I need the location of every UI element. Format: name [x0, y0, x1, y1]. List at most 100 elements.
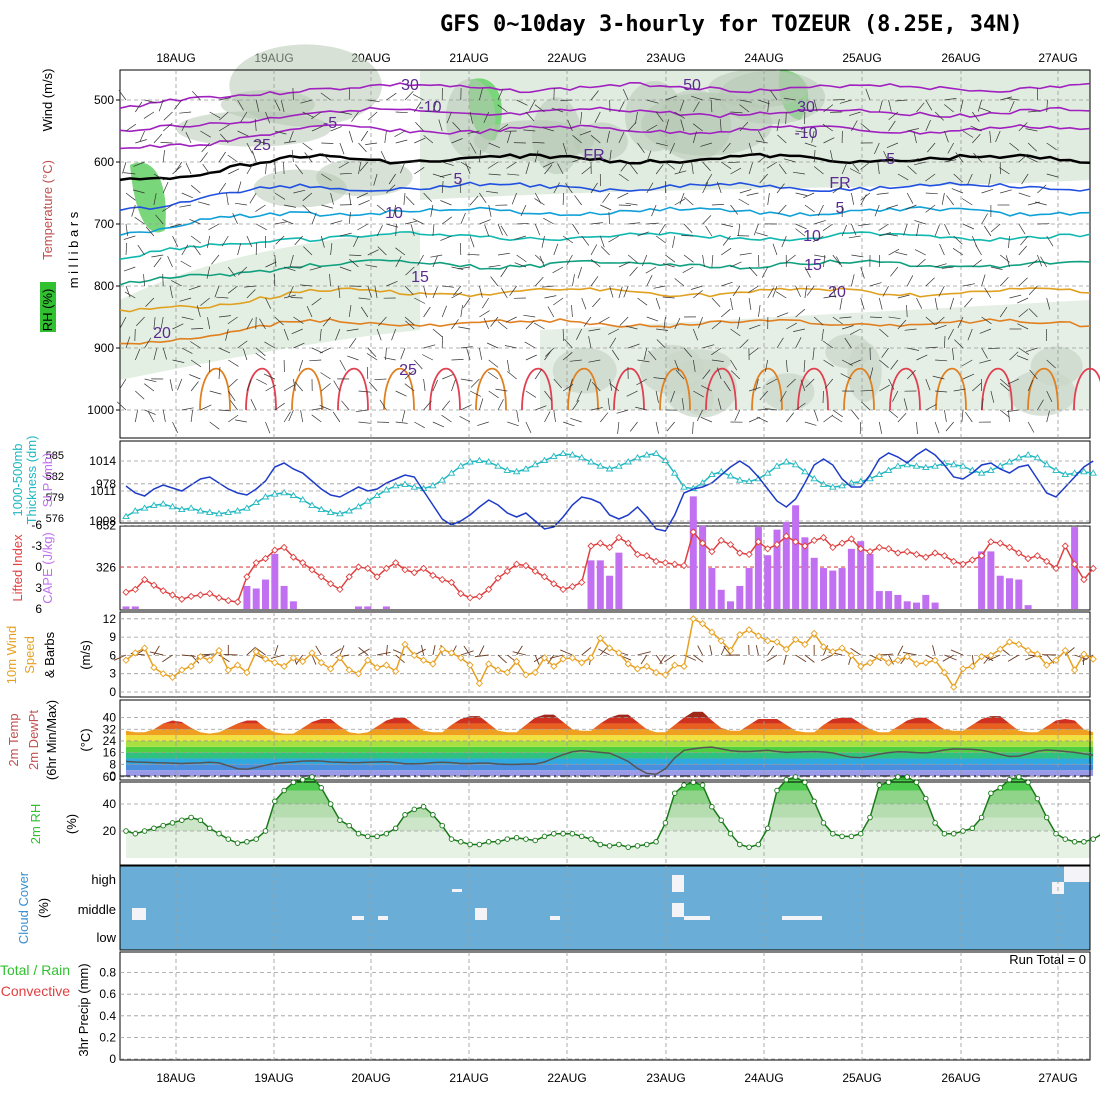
wind-speed-line-point: [168, 673, 177, 681]
wind-speed-line-point: [150, 663, 158, 672]
wind-barb: [627, 254, 638, 263]
wind-barb: [758, 305, 761, 318]
wind-barb: [832, 99, 845, 101]
wind-barb: [181, 347, 193, 354]
wind-barb: [125, 223, 128, 236]
wind-barb: [386, 92, 397, 101]
wind-barb: [438, 119, 443, 132]
wind-barb: [274, 402, 285, 411]
lifted-index-line-point: [903, 547, 911, 556]
thickness-line-point: [503, 466, 512, 473]
wind-barb: [653, 285, 666, 289]
wind-barb: [795, 192, 808, 196]
wind-barb: [551, 107, 564, 113]
wind-barb: [311, 212, 317, 225]
cross-section-tick-label: 1000: [87, 403, 114, 417]
lifted-index-line-point: [1080, 575, 1088, 584]
wind-barb: [990, 390, 995, 403]
rh-shading: [176, 111, 331, 147]
wind-barb: [860, 192, 871, 201]
wind-barb: [208, 223, 220, 231]
surface-wind-barb: [767, 645, 775, 656]
lifted-tick-label: 0: [35, 560, 42, 574]
wind-barb: [339, 359, 347, 371]
wind-barb: [925, 277, 935, 287]
wind-barb: [200, 404, 212, 411]
surface-wind-barb: [246, 646, 256, 656]
wind-barb: [972, 111, 980, 122]
lifted-index-line-point: [708, 547, 716, 556]
wind-barb: [776, 183, 785, 194]
rh-line-point: [458, 839, 464, 845]
wind-barb: [590, 259, 601, 268]
wind-barb: [524, 341, 536, 349]
lifted-index-line-point: [503, 567, 511, 575]
wind-speed-line-point: [717, 637, 725, 645]
wind-label-2: Speed: [22, 636, 37, 674]
thickness-line-point: [475, 456, 484, 464]
wind-barb: [423, 192, 433, 203]
wind-barb: [907, 128, 919, 132]
wind-barb: [913, 131, 917, 144]
wind-barb: [851, 161, 860, 172]
wind-barb: [590, 222, 603, 225]
cloud-block: [672, 875, 684, 892]
cape-bar: [1006, 578, 1013, 609]
wind-barb: [411, 160, 424, 163]
wind-barb: [1029, 369, 1038, 380]
wind-speed-line-point: [308, 649, 316, 657]
wind-barb: [284, 204, 296, 208]
surface-wind-barb: [255, 647, 266, 656]
rh-line-point: [411, 806, 418, 813]
wind-barb: [1018, 347, 1029, 355]
wind-barb: [348, 212, 351, 225]
wind-speed-line-point: [224, 666, 232, 674]
cape-bar: [689, 496, 697, 609]
wind-barb: [432, 421, 445, 428]
wind-barb: [479, 219, 491, 225]
temp-band: [126, 746, 1094, 753]
thickness-line-point: [438, 476, 446, 483]
wind-barb: [795, 285, 801, 298]
wind-barb: [957, 316, 964, 329]
wind-barb: [1027, 421, 1035, 433]
contour-label: 30: [401, 77, 419, 94]
contour-label: -5: [881, 151, 895, 168]
wind-barb: [415, 121, 424, 132]
rh-line-point: [988, 790, 994, 796]
temp-band: [126, 752, 1094, 759]
wind-speed-line-point: [698, 620, 707, 628]
surface-wind-barb: [598, 648, 610, 656]
wind-barb: [630, 164, 638, 175]
wind-barb: [319, 328, 322, 341]
date-label-bottom: 23AUG: [646, 1071, 685, 1085]
wind-barb: [972, 133, 981, 144]
wind-barb: [442, 374, 454, 380]
wind-barb: [776, 312, 789, 318]
thickness-line-point: [373, 491, 381, 499]
wind-barb: [300, 99, 313, 104]
wind-barb: [116, 401, 127, 411]
surface-wind-barb: [432, 645, 436, 656]
thickness-line-point: [1033, 453, 1042, 461]
thickness-line-point: [391, 481, 400, 489]
wind-barb: [441, 216, 453, 225]
wind-barb: [302, 192, 313, 201]
wind-barb: [941, 192, 945, 205]
wind-barb: [265, 111, 271, 124]
rh-line-point: [923, 795, 929, 802]
wind-barb: [322, 316, 331, 327]
wind-barb: [553, 297, 564, 306]
wind-barb: [851, 192, 855, 205]
wind-barb: [460, 305, 463, 318]
temp-band: [126, 723, 1094, 730]
thickness-line-point: [912, 462, 921, 469]
wind-barb: [432, 100, 437, 113]
wind-barb: [190, 359, 202, 368]
surface-wind-barb: [1007, 654, 1020, 662]
wind-barb: [432, 255, 438, 268]
cape-bar: [271, 553, 279, 609]
rh-line-point: [876, 782, 883, 788]
wind-speed-line-point: [140, 644, 149, 652]
cape-bar: [987, 551, 995, 609]
